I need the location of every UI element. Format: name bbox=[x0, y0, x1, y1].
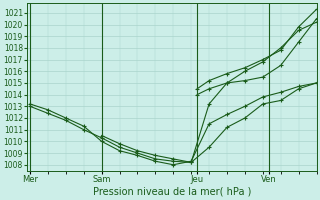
X-axis label: Pression niveau de la mer( hPa ): Pression niveau de la mer( hPa ) bbox=[92, 187, 251, 197]
